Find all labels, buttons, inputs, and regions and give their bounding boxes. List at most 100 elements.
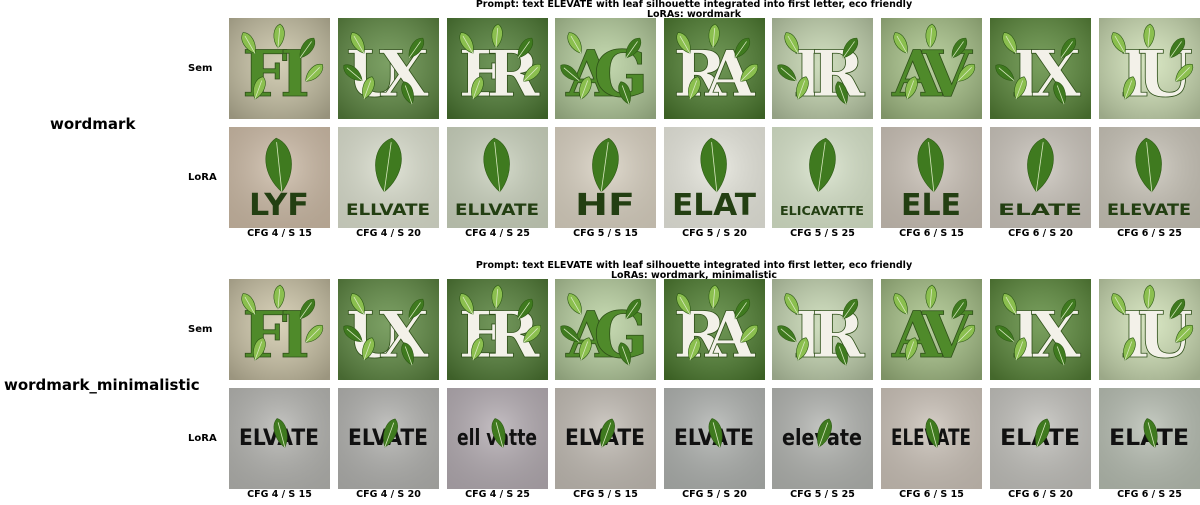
- svg-text:R: R: [811, 37, 865, 112]
- svg-text:E: E: [459, 298, 508, 373]
- cfg-label: CFG 5 / S 15: [573, 489, 638, 500]
- leaf-wordmark-icon: LYF: [229, 127, 330, 228]
- leaf-wordmark-icon: ELVATE: [664, 388, 765, 489]
- generated-image: ELVATE: [229, 388, 330, 489]
- svg-text:U: U: [1137, 298, 1193, 373]
- row-label: Sem: [188, 63, 213, 74]
- cfg-label: CFG 6 / S 20: [1008, 489, 1073, 500]
- leafy-letter-icon: AG: [555, 279, 656, 380]
- cfg-label: CFG 6 / S 15: [899, 489, 964, 500]
- loras-text: LoRAs: wordmark: [646, 9, 742, 20]
- leaf-wordmark-icon: ELAT: [664, 127, 765, 228]
- cfg-label: CFG 4 / S 15: [247, 228, 312, 239]
- leafy-letter-icon: IR: [772, 18, 873, 119]
- leaf-wordmark-icon: ell vatte: [447, 388, 548, 489]
- leafy-letter-icon: AV: [881, 279, 982, 380]
- svg-text:E: E: [459, 37, 508, 112]
- leaf-wordmark-icon: ELEVATE: [1099, 127, 1200, 228]
- leaf-wordmark-icon: HF: [555, 127, 656, 228]
- svg-text:R: R: [811, 298, 865, 373]
- section-label: wordmark_minimalistic: [4, 376, 200, 394]
- section-label: wordmark: [50, 115, 136, 133]
- cfg-label: CFG 4 / S 20: [356, 228, 421, 239]
- generated-image: ELATE: [1099, 388, 1200, 489]
- leaf-wordmark-icon: ELVATE: [229, 388, 330, 489]
- generated-image: LYF: [229, 127, 330, 228]
- leaf-wordmark-icon: ELATE: [990, 127, 1091, 228]
- svg-text:X: X: [1031, 298, 1081, 373]
- leaf-wordmark-icon: ELICAVATTE: [772, 127, 873, 228]
- svg-text:G: G: [594, 37, 649, 112]
- cfg-label: CFG 4 / S 15: [247, 489, 312, 500]
- svg-text:I: I: [280, 298, 310, 373]
- cfg-label: CFG 6 / S 20: [1008, 228, 1073, 239]
- cfg-label: CFG 5 / S 25: [790, 489, 855, 500]
- leafy-letter-icon: UX: [338, 279, 439, 380]
- svg-text:F: F: [242, 298, 287, 373]
- leafy-letter-icon: AV: [881, 18, 982, 119]
- leaf-wordmark-icon: ELATE: [1099, 388, 1200, 489]
- leafy-letter-icon: AG: [555, 18, 656, 119]
- cfg-label: CFG 4 / S 20: [356, 489, 421, 500]
- svg-text:G: G: [594, 298, 649, 373]
- cfg-label: CFG 6 / S 25: [1117, 489, 1182, 500]
- svg-text:LYF: LYF: [249, 188, 309, 223]
- generated-image: ELLVATE: [447, 127, 548, 228]
- prompt-text: Prompt: text ELEVATE with leaf silhouett…: [475, 260, 913, 271]
- leaf-wordmark-icon: ELEVATE: [881, 388, 982, 489]
- svg-text:HF: HF: [575, 188, 635, 223]
- leaf-wordmark-icon: elevate: [772, 388, 873, 489]
- svg-text:R: R: [486, 298, 540, 373]
- row-label: Sem: [188, 324, 213, 335]
- cfg-label: CFG 5 / S 15: [573, 228, 638, 239]
- generated-image: ELICAVATTE: [772, 127, 873, 228]
- svg-text:I: I: [280, 37, 310, 112]
- generated-image: ELEVATE: [1099, 127, 1200, 228]
- leafy-letter-icon: IR: [772, 279, 873, 380]
- row-label: LoRA: [188, 433, 217, 444]
- cfg-label: CFG 5 / S 25: [790, 228, 855, 239]
- generated-image: ELVATE: [555, 388, 656, 489]
- cfg-label: CFG 5 / S 20: [682, 489, 747, 500]
- svg-text:ELLVATE: ELLVATE: [346, 200, 430, 219]
- leaf-wordmark-icon: ELVATE: [338, 388, 439, 489]
- cfg-label: CFG 4 / S 25: [465, 489, 530, 500]
- leafy-letter-icon: FI: [229, 279, 330, 380]
- svg-text:U: U: [346, 37, 402, 112]
- leafy-letter-icon: IX: [990, 279, 1091, 380]
- prompt-text: Prompt: text ELEVATE with leaf silhouett…: [475, 0, 913, 10]
- generated-image: ell vatte: [447, 388, 548, 489]
- svg-text:ELICAVATTE: ELICAVATTE: [780, 204, 864, 218]
- leafy-letter-icon: ER: [447, 279, 548, 380]
- svg-text:ELE: ELE: [901, 188, 961, 223]
- row-label: LoRA: [188, 172, 217, 183]
- svg-text:ELATE: ELATE: [998, 200, 1082, 219]
- svg-text:ELAT: ELAT: [672, 188, 757, 223]
- svg-text:ELEVATE: ELEVATE: [1107, 200, 1191, 219]
- generated-image: ELE: [881, 127, 982, 228]
- leafy-letter-icon: RA: [664, 18, 765, 119]
- generated-image: ELLVATE: [338, 127, 439, 228]
- leaf-wordmark-icon: ELLVATE: [447, 127, 548, 228]
- leaf-wordmark-icon: ELLVATE: [338, 127, 439, 228]
- svg-text:R: R: [673, 298, 727, 373]
- cfg-label: CFG 6 / S 25: [1117, 228, 1182, 239]
- leafy-letter-icon: UX: [338, 18, 439, 119]
- svg-text:R: R: [486, 37, 540, 112]
